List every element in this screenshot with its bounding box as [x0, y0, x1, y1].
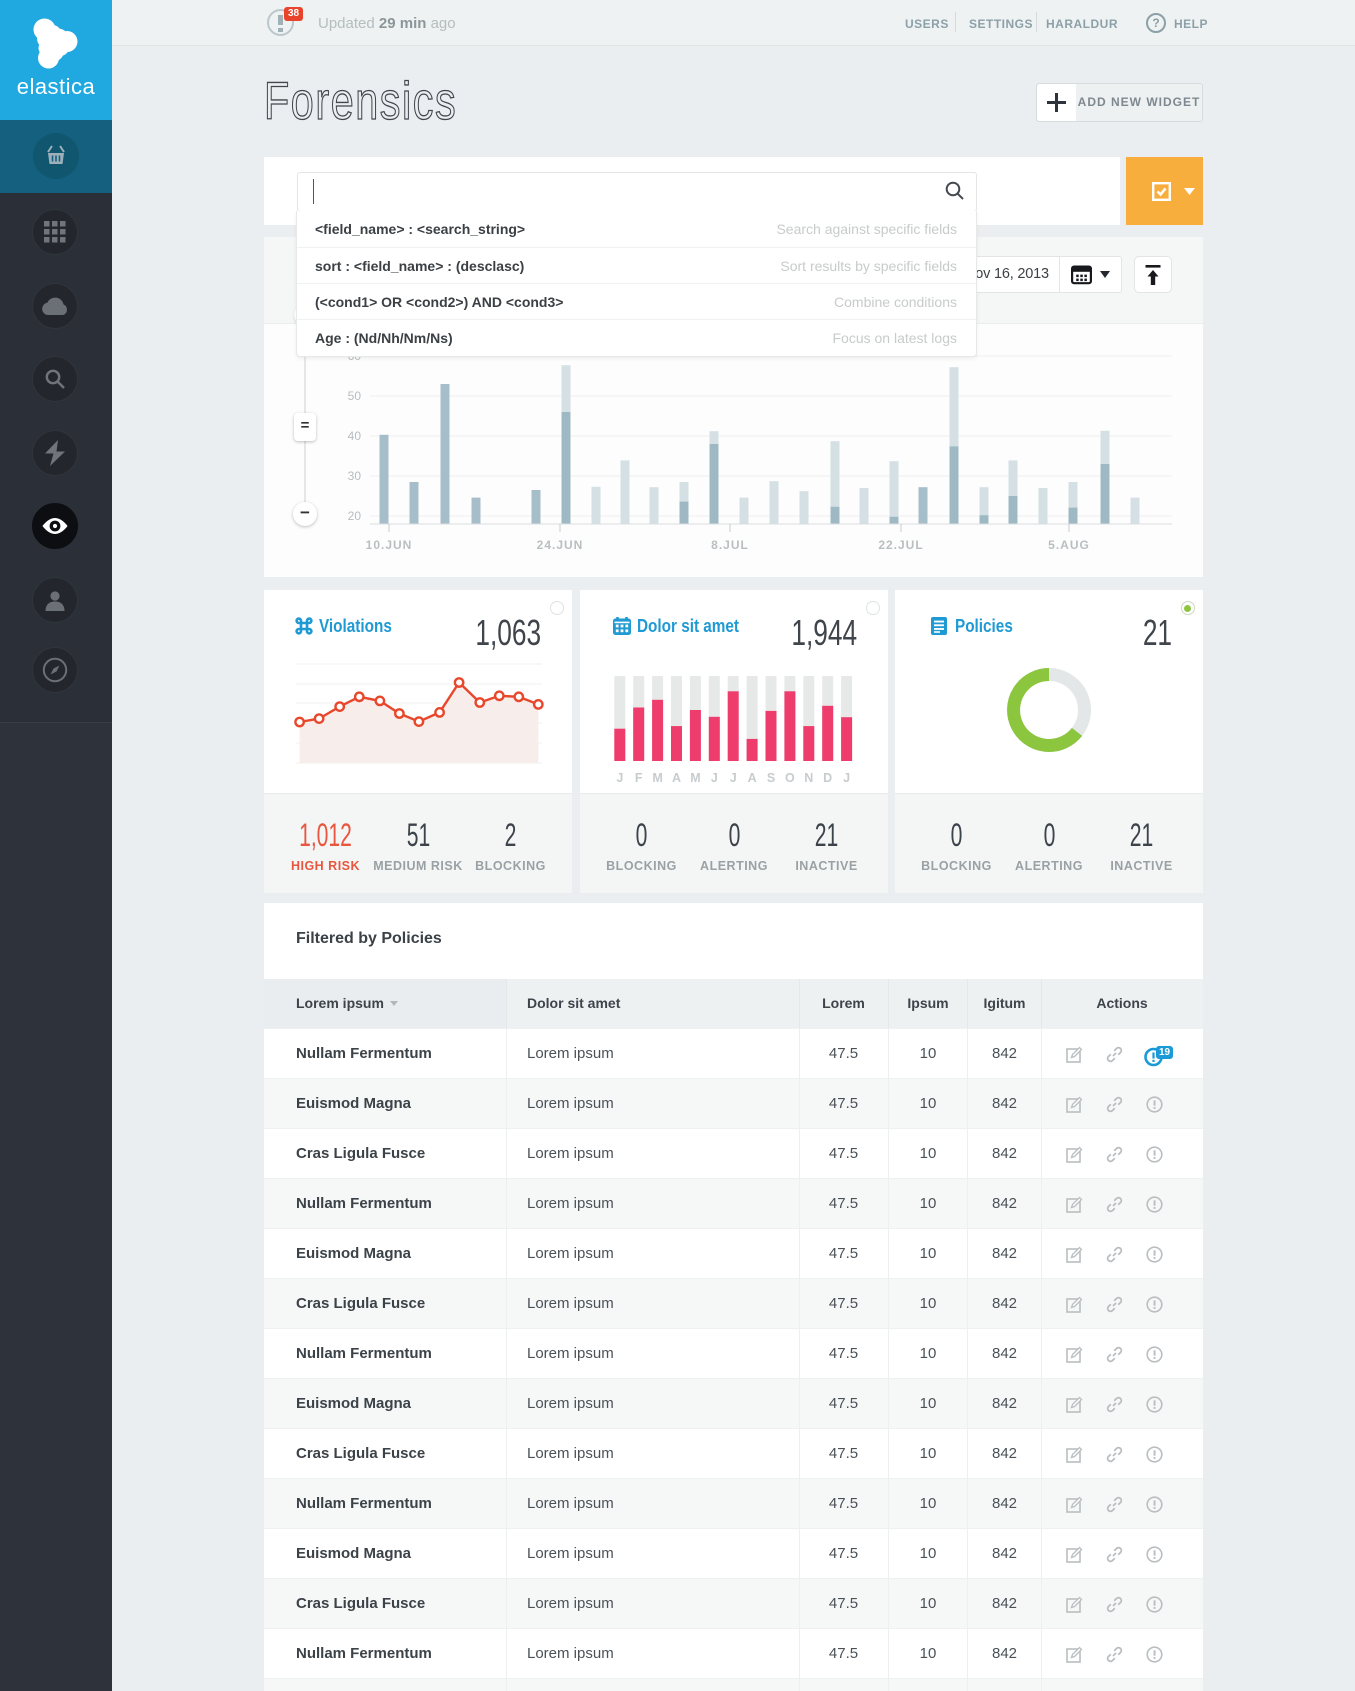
svg-text:S: S — [767, 771, 775, 785]
svg-text:24.JUN: 24.JUN — [537, 538, 584, 552]
svg-text:J: J — [711, 771, 718, 785]
svg-text:50: 50 — [348, 389, 362, 403]
svg-text:F: F — [635, 771, 643, 785]
svg-text:M: M — [690, 771, 700, 785]
svg-text:N: N — [804, 771, 813, 785]
svg-text:10.JUN: 10.JUN — [366, 538, 413, 552]
svg-text:J: J — [843, 771, 850, 785]
svg-text:A: A — [672, 771, 681, 785]
svg-text:M: M — [652, 771, 662, 785]
svg-text:8.JUL: 8.JUL — [711, 538, 749, 552]
svg-text:22.JUL: 22.JUL — [878, 538, 923, 552]
svg-text:40: 40 — [348, 429, 362, 443]
svg-text:20: 20 — [348, 509, 362, 523]
svg-text:A: A — [748, 771, 757, 785]
svg-text:J: J — [730, 771, 737, 785]
svg-text:D: D — [823, 771, 832, 785]
svg-text:5.AUG: 5.AUG — [1048, 538, 1090, 552]
svg-text:J: J — [616, 771, 623, 785]
svg-text:30: 30 — [348, 469, 362, 483]
svg-text:O: O — [785, 771, 795, 785]
